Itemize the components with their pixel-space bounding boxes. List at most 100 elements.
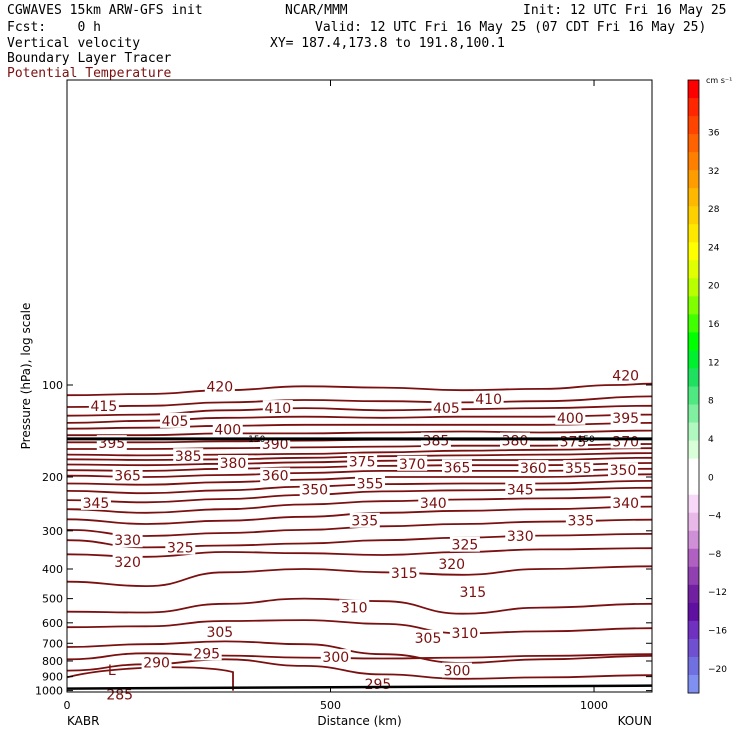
contour-label-360: 360 — [262, 469, 289, 485]
colorbar-swatch — [688, 476, 699, 496]
contour-label-bg — [299, 481, 330, 497]
tropopause-label: 150 — [248, 435, 265, 445]
colorbar-swatch — [688, 674, 699, 694]
y-tick-label: 600 — [42, 617, 63, 630]
colorbar-swatch — [688, 170, 699, 189]
contour-label-325: 325 — [452, 538, 479, 554]
contour-label-bg — [610, 409, 641, 425]
contour-label-360: 360 — [520, 461, 547, 477]
contour-label-bg — [165, 539, 196, 555]
colorbar: cm s⁻¹ 36 32 28 24 20 16 12 8 4 0 −4 −8 −12 −16 −20 — [687, 76, 732, 694]
y-tick-label: 1000 — [35, 685, 63, 698]
colorbar-swatch — [688, 98, 699, 117]
x-tick-label: 0 — [64, 699, 71, 712]
contour-label-295: 295 — [365, 677, 392, 693]
contour-label-bg — [505, 481, 536, 497]
y-tick-label: 500 — [42, 593, 63, 606]
colorbar-swatch — [688, 296, 699, 315]
colorbar-tick-label: 4 — [708, 435, 714, 445]
contour-label-320: 320 — [114, 555, 141, 571]
contour-label-315: 315 — [459, 585, 486, 601]
valid-time: Valid: 12 UTC Fri 16 May 25 (07 CDT Fri … — [315, 20, 707, 35]
contour-label-315: 315 — [391, 566, 418, 582]
y-tick-label: 800 — [42, 655, 63, 668]
contour-label-bg — [473, 390, 504, 406]
colorbar-tick-label: 8 — [708, 397, 714, 407]
colorbar-swatch — [688, 152, 699, 171]
contour-label-355: 355 — [565, 461, 592, 477]
field-vertical-velocity: Vertical velocity — [7, 36, 141, 51]
theta-contour-380 — [66, 447, 653, 457]
contour-label-380: 380 — [502, 434, 529, 450]
y-axis-label: Pressure (hPa), log scale — [19, 303, 33, 450]
theta-contour-305 — [66, 619, 653, 635]
colorbar-swatch — [688, 134, 699, 153]
contour-label-345: 345 — [507, 483, 534, 499]
colorbar-swatch — [688, 494, 699, 514]
contour-label-335: 335 — [351, 514, 378, 530]
x-axis-label: Distance (km) — [317, 714, 401, 728]
theta-contour-335 — [66, 505, 653, 525]
contour-label-285: 285 — [106, 688, 133, 704]
colorbar-tick-label: −12 — [708, 588, 727, 598]
contour-label-bg — [112, 532, 143, 548]
contour-label-bg — [397, 455, 428, 471]
contour-label-bg — [565, 512, 596, 528]
center-label: NCAR/MMM — [285, 3, 348, 18]
colorbar-swatch — [688, 638, 699, 658]
y-tick-label: 900 — [42, 671, 63, 684]
model-title: CGWAVES 15km ARW-GFS init — [7, 3, 203, 18]
contour-label-bg — [212, 421, 243, 437]
contour-label-bg — [608, 462, 639, 478]
theta-contour-325 — [66, 533, 653, 549]
contour-label-390: 390 — [262, 437, 289, 453]
chart-annotations: 150 150 L — [66, 435, 653, 690]
contour-label-340: 340 — [420, 496, 447, 512]
theta-contour-340 — [66, 495, 653, 514]
contour-label-bg — [518, 460, 549, 476]
contour-label-bg — [218, 455, 249, 471]
colorbar-swatch — [688, 386, 699, 406]
colorbar-swatch — [688, 422, 699, 442]
colorbar-tick-label: 0 — [708, 473, 714, 483]
contour-label-bg — [191, 645, 222, 661]
contour-label-bg — [173, 448, 204, 464]
colorbar-swatch — [688, 314, 699, 333]
contour-label-400: 400 — [214, 423, 241, 439]
y-tick-label: 700 — [42, 637, 63, 650]
contour-label-370: 370 — [612, 434, 639, 450]
contour-label-310: 310 — [452, 626, 479, 642]
theta-contour-345 — [66, 486, 653, 504]
contour-label-305: 305 — [415, 631, 442, 647]
theta-contours — [66, 382, 653, 691]
contour-label-bg — [104, 686, 135, 702]
colorbar-swatch — [688, 602, 699, 622]
x-tick-label: 500 — [320, 699, 341, 712]
contour-label-365: 365 — [114, 469, 141, 485]
contour-label-365: 365 — [444, 460, 471, 476]
tropopause-label: 150 — [578, 435, 595, 445]
contour-label-340: 340 — [612, 496, 639, 512]
contour-label-400: 400 — [557, 411, 584, 427]
contour-label-310: 310 — [341, 601, 368, 617]
colorbar-swatch — [688, 206, 699, 225]
theta-contour-415 — [66, 395, 653, 408]
contour-label-300: 300 — [322, 650, 349, 666]
contour-label-370: 370 — [399, 457, 426, 473]
contour-label-bg — [505, 528, 536, 544]
contour-label-bg — [88, 397, 119, 413]
theta-contour-320 — [66, 547, 653, 558]
contour-label-bg — [349, 512, 380, 528]
contour-label-395: 395 — [612, 411, 639, 427]
colorbar-swatch — [688, 530, 699, 550]
contour-label-bg — [160, 412, 191, 428]
contour-label-410: 410 — [264, 401, 291, 417]
contour-label-bg — [204, 378, 235, 394]
contour-label-405: 405 — [433, 401, 460, 417]
contour-label-bg — [442, 662, 472, 678]
contour-label-415: 415 — [91, 399, 118, 415]
contour-label-bg — [80, 494, 111, 510]
contour-label-bg — [610, 367, 641, 383]
colorbar-swatch — [688, 188, 699, 207]
